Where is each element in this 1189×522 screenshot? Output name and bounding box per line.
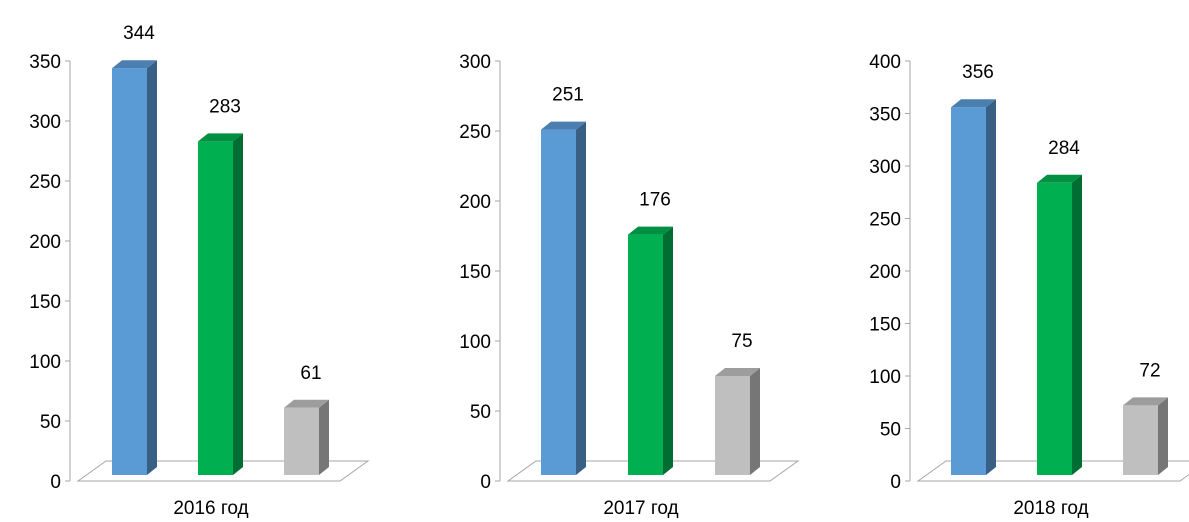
y-tick-label: 100	[869, 367, 901, 388]
y-tick-label: 50	[470, 402, 491, 423]
y-tick-label: 200	[869, 262, 901, 283]
bar-series-2	[198, 133, 243, 475]
y-tick-label: 300	[459, 52, 491, 73]
bar-side	[319, 399, 329, 475]
chart-panel-2: 0 50 100 150 200 250 300 251 176 75 2017 год	[459, 52, 800, 519]
y-tick-label: 100	[459, 332, 491, 353]
floor-plane	[506, 460, 800, 482]
chart-panel-1: 0 50 100 150 200 250 300 350 344 283 61 2016 год	[29, 23, 370, 519]
bar-top	[628, 226, 673, 235]
bar-side	[750, 368, 760, 475]
y-tick-label: 350	[869, 105, 901, 126]
bar-side	[663, 226, 673, 475]
data-label: 176	[639, 190, 671, 211]
data-label: 72	[1139, 360, 1160, 381]
y-tick-label: 250	[459, 122, 491, 143]
bar-top	[951, 99, 996, 108]
y-tick-label: 200	[29, 232, 61, 253]
y-tick-label: 50	[40, 412, 61, 433]
y-tick-label: 0	[50, 472, 61, 493]
y-tick-label: 300	[29, 112, 61, 133]
data-label: 284	[1048, 138, 1080, 159]
floor-plane	[916, 460, 1189, 482]
bar-side	[576, 121, 586, 475]
bar-series-1	[951, 99, 996, 475]
bar-front	[628, 234, 663, 475]
bar-series-1	[112, 60, 157, 475]
bar-series-2	[628, 226, 673, 475]
y-tick-label: 200	[459, 192, 491, 213]
bar-front	[284, 407, 319, 475]
y-tick-label: 250	[869, 210, 901, 231]
bar-front	[112, 68, 147, 475]
data-label: 283	[209, 96, 241, 117]
bar-series-2	[1037, 174, 1082, 476]
category-label: 2017 год	[603, 498, 678, 519]
y-tick-label: 150	[869, 315, 901, 336]
bar-series-1	[541, 121, 586, 475]
bar-top	[112, 60, 157, 69]
bar-front	[951, 107, 986, 475]
category-label: 2016 год	[173, 498, 248, 519]
bar-series-3	[715, 368, 760, 475]
chart-panel-3: 0 50 100 150 200 250 300 350 400 356 284 72 2018 год	[869, 52, 1189, 519]
bar-series-3	[1123, 397, 1168, 475]
bar-side	[1158, 397, 1168, 475]
bar-top	[284, 399, 329, 408]
y-tick-label: 150	[29, 292, 61, 313]
bar-side	[1072, 174, 1082, 476]
y-tick-label: 250	[29, 172, 61, 193]
y-tick-label: 0	[480, 472, 491, 493]
data-label: 61	[300, 363, 321, 384]
bar-front	[1123, 405, 1158, 475]
bar-top	[1037, 174, 1082, 183]
y-tick-label: 150	[459, 262, 491, 283]
bar-series-3	[284, 399, 329, 475]
data-label: 356	[962, 62, 994, 83]
y-tick-label: 300	[869, 157, 901, 178]
bar-front	[541, 129, 576, 475]
data-label: 251	[552, 85, 584, 106]
y-tick-label: 100	[29, 352, 61, 373]
bar-top	[1123, 397, 1168, 406]
bar-side	[233, 133, 243, 475]
bar-front	[1037, 182, 1072, 476]
bar-side	[147, 60, 157, 475]
bar-top	[541, 121, 586, 130]
bar-front	[198, 141, 233, 475]
bar-side	[986, 99, 996, 475]
data-label: 344	[123, 23, 155, 44]
y-tick-label: 0	[890, 472, 901, 493]
category-label: 2018 год	[1013, 498, 1088, 519]
bar-front	[715, 376, 750, 475]
floor-plane	[76, 460, 370, 482]
bar-top	[198, 133, 243, 142]
data-label: 75	[731, 331, 752, 352]
y-tick-label: 350	[29, 52, 61, 73]
bar-top	[715, 368, 760, 376]
y-tick-label: 50	[880, 420, 901, 441]
y-tick-label: 400	[869, 52, 901, 73]
